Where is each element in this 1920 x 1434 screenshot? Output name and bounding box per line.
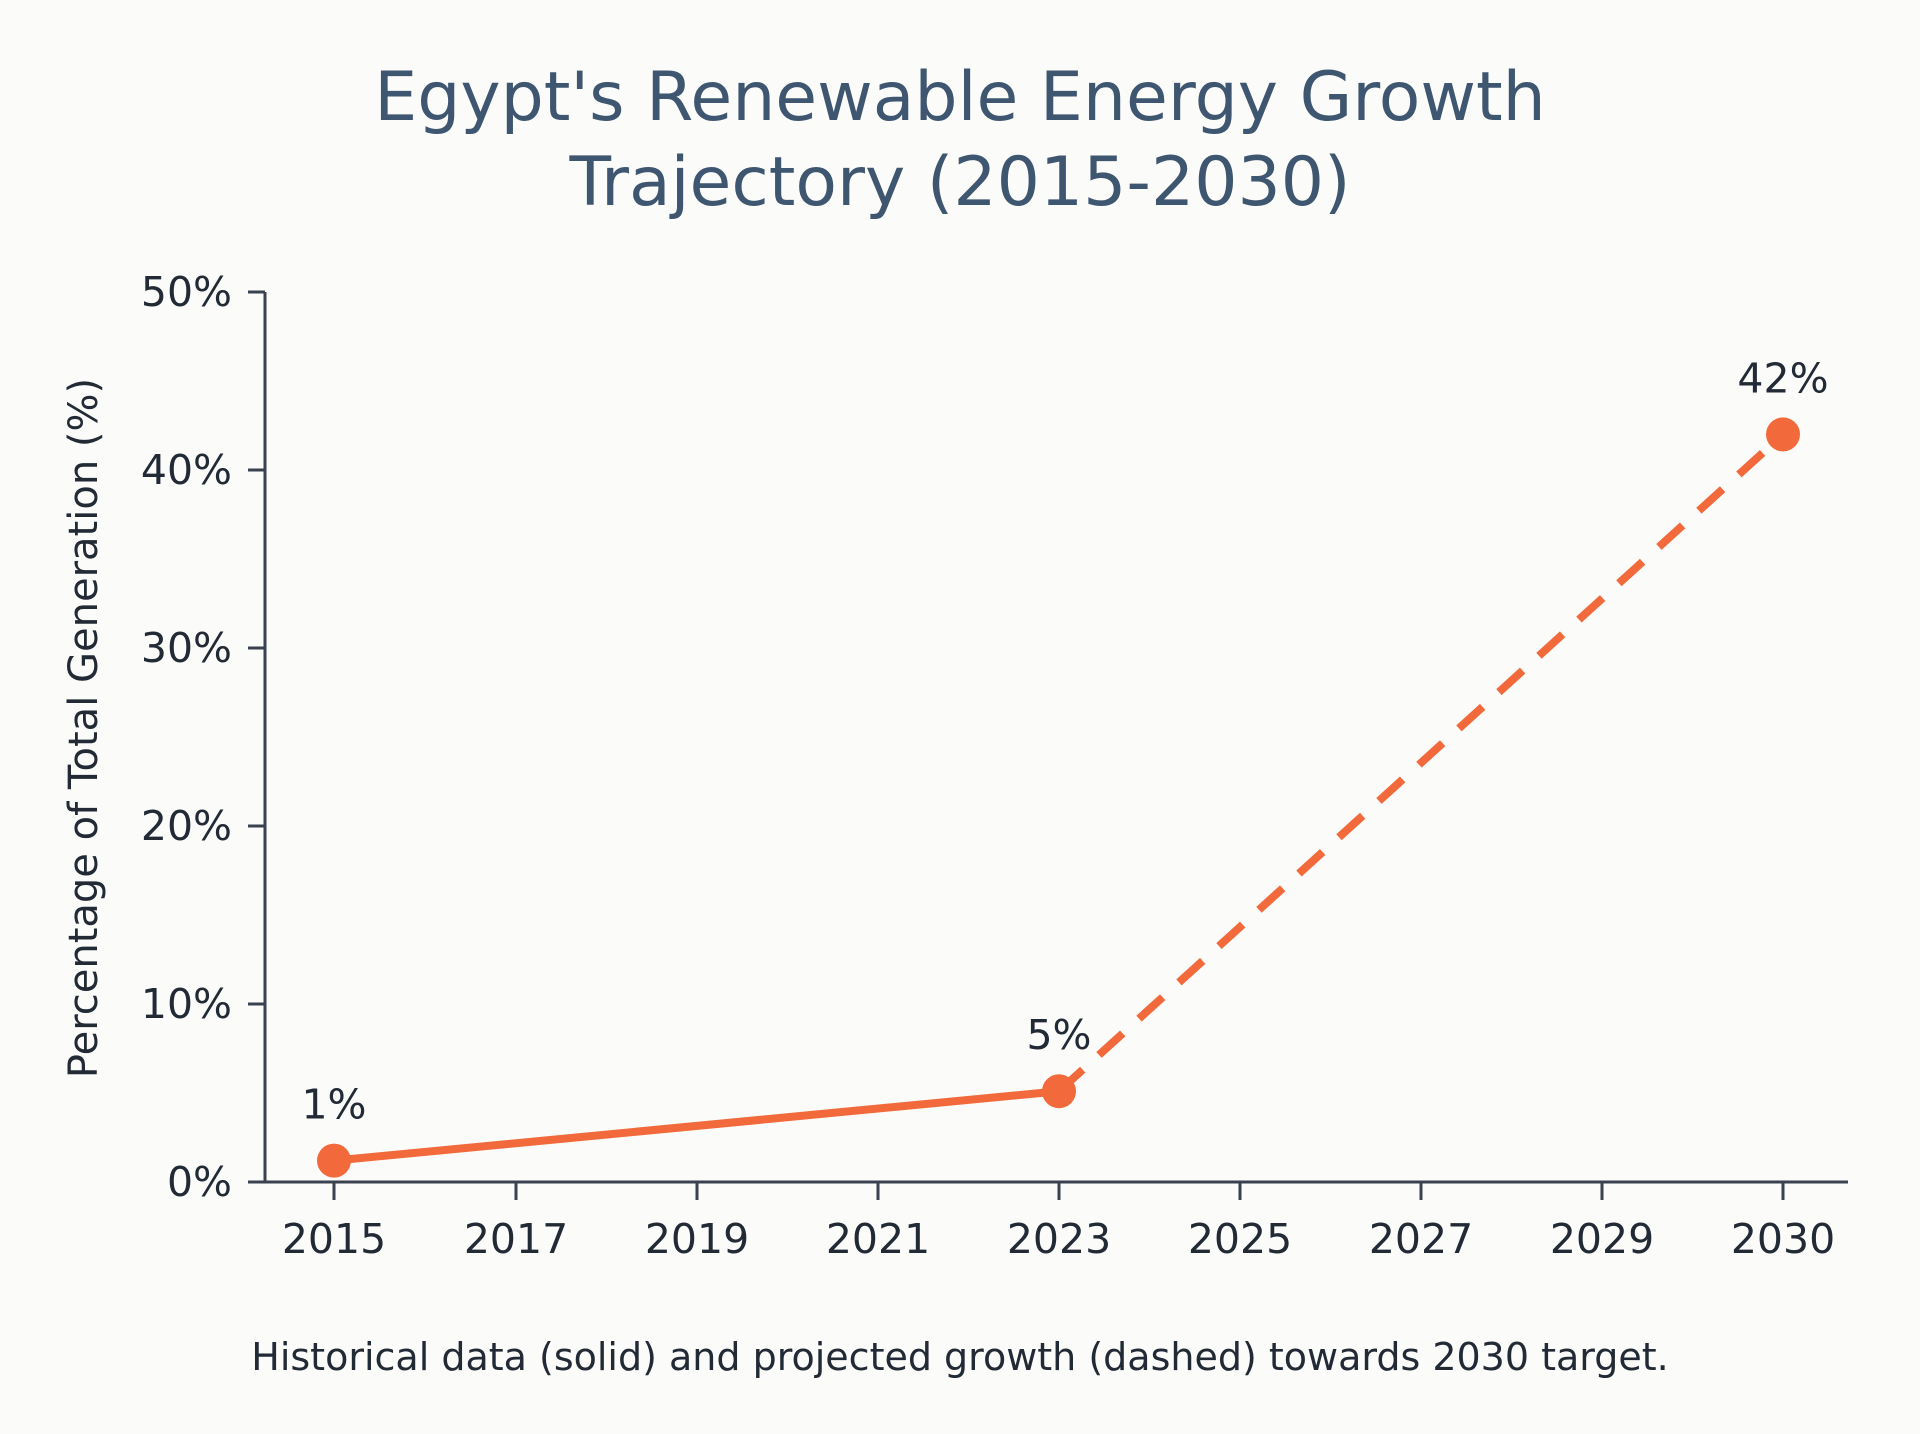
historical-series-line (333, 1087, 1060, 1165)
y-tick-label: 10% (141, 980, 232, 1028)
y-tick-label: 30% (141, 624, 232, 672)
series-layer (317, 417, 1800, 1178)
chart-title-line-2: Trajectory (2015-2030) (568, 143, 1350, 222)
x-tick-label: 2029 (1550, 1215, 1654, 1263)
data-labels: 1% 5% 42% (301, 354, 1828, 1128)
y-tick-label: 40% (141, 446, 232, 494)
data-point (317, 1143, 351, 1178)
y-tick-label: 50% (141, 268, 232, 316)
x-tick-label: 2021 (826, 1215, 930, 1263)
x-tick-label: 2019 (645, 1215, 749, 1263)
data-label: 1% (301, 1081, 366, 1129)
chart-title-line-1: Egypt's Renewable Energy Growth (374, 58, 1546, 137)
y-axis-ticks: 0% 10% 20% 30% 40% 50% (141, 268, 265, 1206)
x-tick-label: 2017 (464, 1215, 568, 1263)
y-axis-title: Percentage of Total Generation (%) (61, 378, 107, 1078)
data-label: 42% (1737, 354, 1828, 402)
y-tick-label: 20% (141, 802, 232, 850)
x-tick-label: 2027 (1369, 1215, 1473, 1263)
x-tick-label: 2023 (1007, 1215, 1111, 1263)
x-axis-ticks: 2015 2017 2019 2021 2023 2025 2027 2029 2030 (282, 1182, 1835, 1263)
data-point (1766, 417, 1800, 452)
x-tick-label: 2025 (1188, 1215, 1292, 1263)
x-tick-label: 2030 (1731, 1215, 1835, 1263)
y-tick-label: 0% (167, 1158, 232, 1206)
x-tick-label: 2015 (282, 1215, 386, 1263)
projected-series-line (1056, 431, 1786, 1095)
chart-caption: Historical data (solid) and projected gr… (251, 1335, 1669, 1379)
data-label: 5% (1026, 1011, 1091, 1059)
